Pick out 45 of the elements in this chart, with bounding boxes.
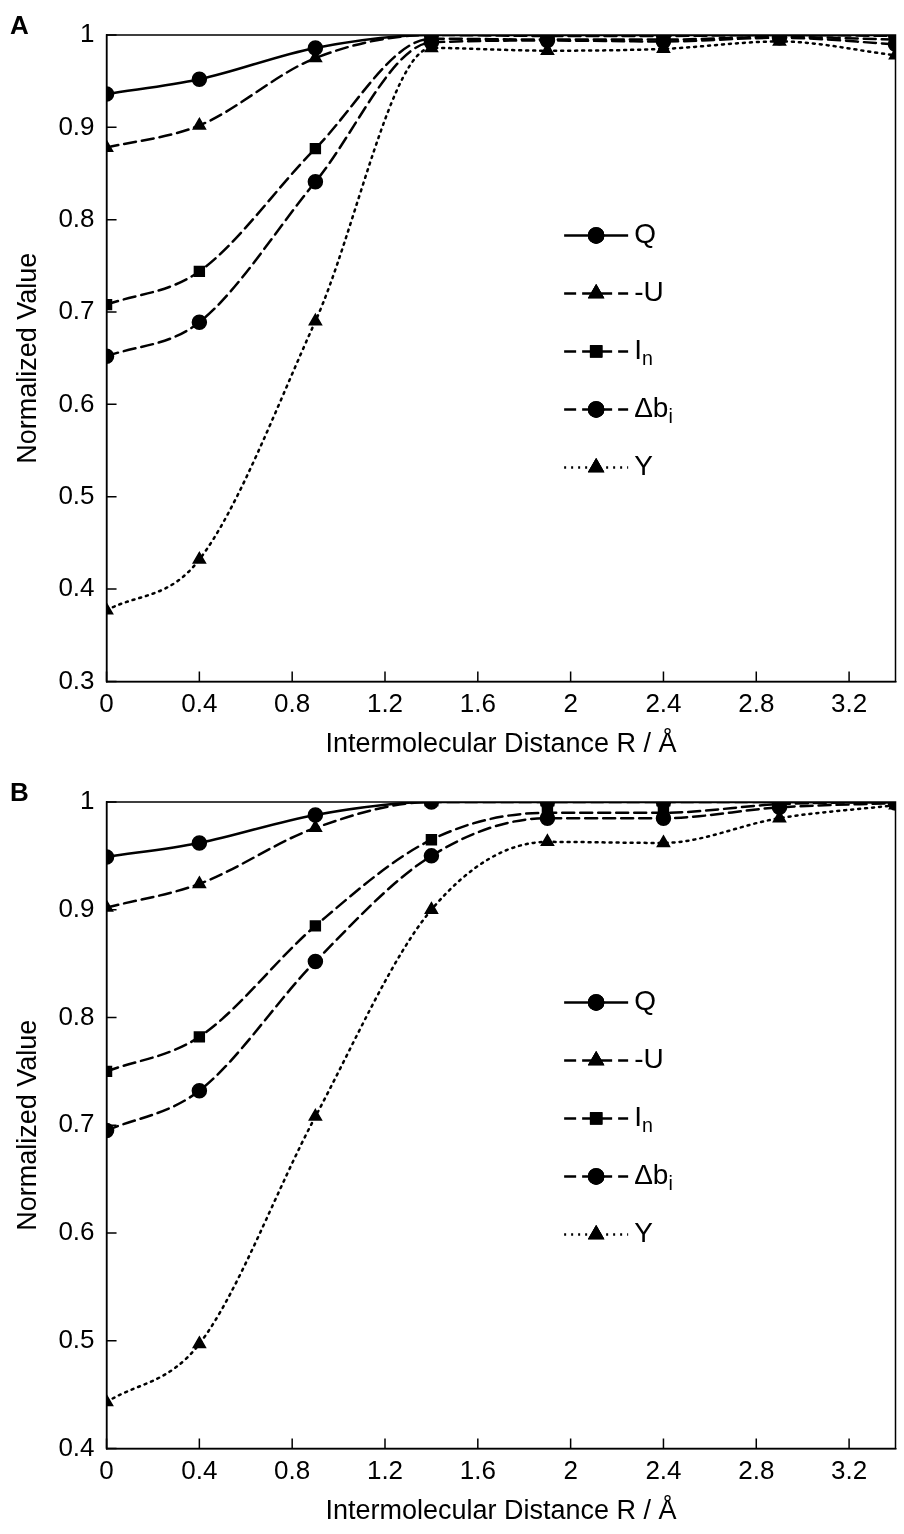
x-tick-label: 0 bbox=[99, 1455, 114, 1486]
x-tick-label: 0.8 bbox=[274, 1455, 311, 1486]
y-tick-label: 0.5 bbox=[58, 1323, 95, 1354]
x-tick-label: 2 bbox=[563, 688, 578, 719]
y-tick-label: 1 bbox=[80, 18, 95, 49]
legend-label: Y bbox=[634, 450, 654, 482]
y-tick-label: 0.9 bbox=[58, 892, 95, 923]
x-tick-label: 0.8 bbox=[274, 688, 311, 719]
y-tick-label: 0.3 bbox=[58, 664, 95, 695]
y-axis-title: Normalized Value bbox=[11, 1019, 42, 1231]
x-tick-label: 3.2 bbox=[831, 1455, 868, 1486]
x-tick-label: 1.2 bbox=[366, 1455, 404, 1486]
x-tick-label: 1.6 bbox=[459, 688, 496, 719]
legend-label: Q bbox=[634, 985, 656, 1017]
legend-label: Y bbox=[634, 1217, 654, 1249]
chart-title: A bbox=[10, 10, 29, 41]
x-tick-label: 1.2 bbox=[366, 688, 404, 719]
x-tick-label: 2 bbox=[563, 1455, 578, 1486]
x-tick-label: 1.6 bbox=[459, 1455, 496, 1486]
y-tick-label: 0.5 bbox=[58, 479, 95, 510]
y-tick-label: 0.6 bbox=[58, 1216, 95, 1247]
y-axis-title: Normalized Value bbox=[11, 252, 42, 464]
y-tick-label: 0.8 bbox=[58, 202, 95, 233]
y-tick-label: 0.4 bbox=[58, 1431, 95, 1462]
x-axis-title: Intermolecular Distance R / Å bbox=[325, 1494, 677, 1526]
x-tick-label: 2.4 bbox=[645, 1455, 682, 1486]
chart-title: B bbox=[10, 777, 29, 808]
legend-label: -U bbox=[634, 1043, 664, 1075]
x-tick-label: 0 bbox=[99, 688, 114, 719]
x-tick-label: 2.4 bbox=[645, 688, 682, 719]
y-tick-label: 0.6 bbox=[58, 387, 95, 418]
x-tick-label: 2.8 bbox=[738, 1455, 775, 1486]
x-tick-label: 0.4 bbox=[181, 1455, 218, 1486]
y-tick-label: 0.8 bbox=[58, 1000, 95, 1031]
x-tick-label: 0.4 bbox=[181, 688, 218, 719]
legend-label: -U bbox=[634, 276, 664, 308]
y-tick-label: 1 bbox=[80, 785, 95, 816]
x-axis-title: Intermolecular Distance R / Å bbox=[325, 727, 677, 759]
x-tick-label: 3.2 bbox=[831, 688, 868, 719]
y-tick-label: 0.9 bbox=[58, 110, 95, 141]
y-tick-label: 0.7 bbox=[58, 1108, 95, 1139]
y-tick-label: 0.4 bbox=[58, 572, 95, 603]
x-tick-label: 2.8 bbox=[738, 688, 775, 719]
y-tick-label: 0.7 bbox=[58, 295, 95, 326]
legend-label: Q bbox=[634, 218, 656, 250]
